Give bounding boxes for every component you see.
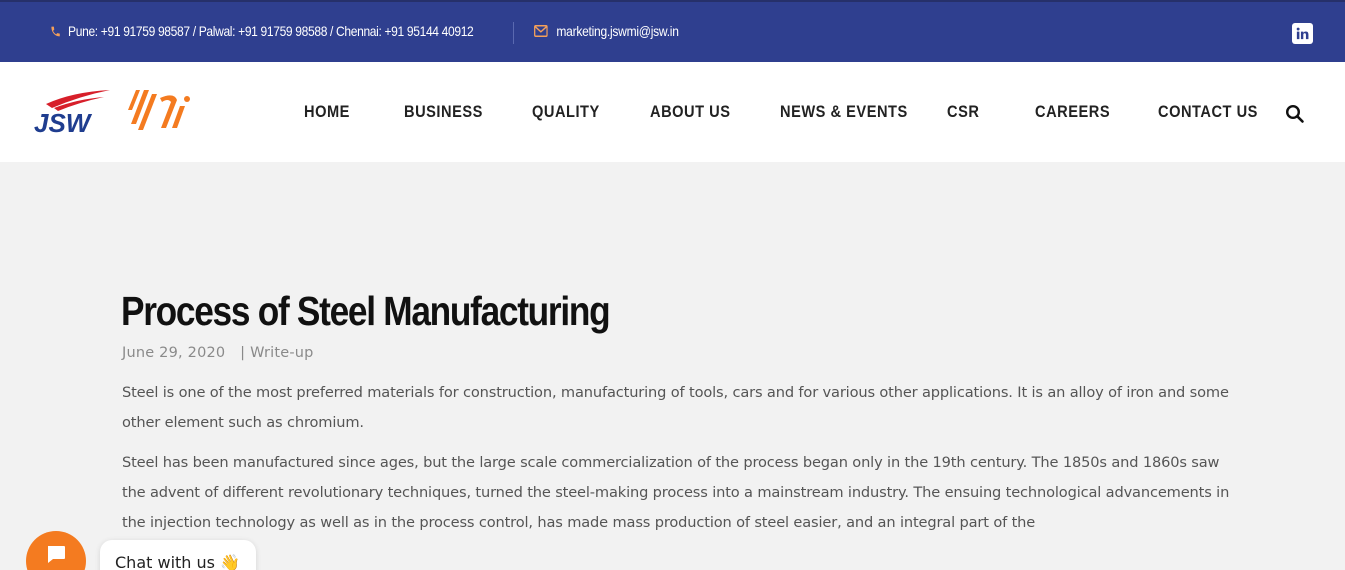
- article-paragraph: Steel is one of the most preferred mater…: [122, 378, 1232, 438]
- nav-csr[interactable]: CSR: [947, 102, 979, 122]
- article-paragraph: Steel has been manufactured since ages, …: [122, 448, 1232, 538]
- top-contact-bar: Pune: +91 91759 98587 / Palwal: +91 9175…: [0, 0, 1345, 62]
- article-title: Process of Steel Manufacturing: [121, 288, 609, 335]
- linkedin-icon: [1295, 26, 1310, 41]
- article-section: Process of Steel Manufacturing June 29, …: [0, 162, 1345, 570]
- article-date: June 29, 2020: [122, 345, 225, 361]
- nav-business[interactable]: BUSINESS: [404, 102, 483, 122]
- chat-prompt[interactable]: Chat with us 👋: [100, 540, 256, 570]
- nav-careers[interactable]: CAREERS: [1035, 102, 1110, 122]
- svg-text:JSW: JSW: [34, 108, 93, 138]
- linkedin-button[interactable]: [1292, 23, 1313, 44]
- nav-contact-us[interactable]: CONTACT US: [1158, 102, 1258, 122]
- phone-numbers: Pune: +91 91759 98587 / Palwal: +91 9175…: [68, 23, 473, 39]
- phone-contact: Pune: +91 91759 98587 / Palwal: +91 9175…: [50, 23, 473, 39]
- article-meta: June 29, 2020 | Write-up: [122, 345, 314, 361]
- chat-icon: [45, 543, 67, 565]
- topbar-divider: [513, 22, 514, 44]
- site-header: JSW HOME BUSINESS QUALITY ABOUT US NEWS …: [0, 62, 1345, 162]
- email-contact[interactable]: marketing.jswmi@jsw.in: [534, 23, 679, 39]
- email-link[interactable]: marketing.jswmi@jsw.in: [556, 23, 678, 39]
- jsw-mi-logo[interactable]: JSW: [32, 88, 192, 138]
- nav-home[interactable]: HOME: [304, 102, 350, 122]
- nav-about-us[interactable]: ABOUT US: [650, 102, 730, 122]
- phone-icon: [50, 25, 61, 38]
- search-icon[interactable]: [1285, 104, 1305, 124]
- mail-icon: [534, 25, 548, 37]
- article-category[interactable]: | Write-up: [240, 345, 313, 361]
- nav-quality[interactable]: QUALITY: [532, 102, 600, 122]
- nav-news-events[interactable]: NEWS & EVENTS: [780, 102, 908, 122]
